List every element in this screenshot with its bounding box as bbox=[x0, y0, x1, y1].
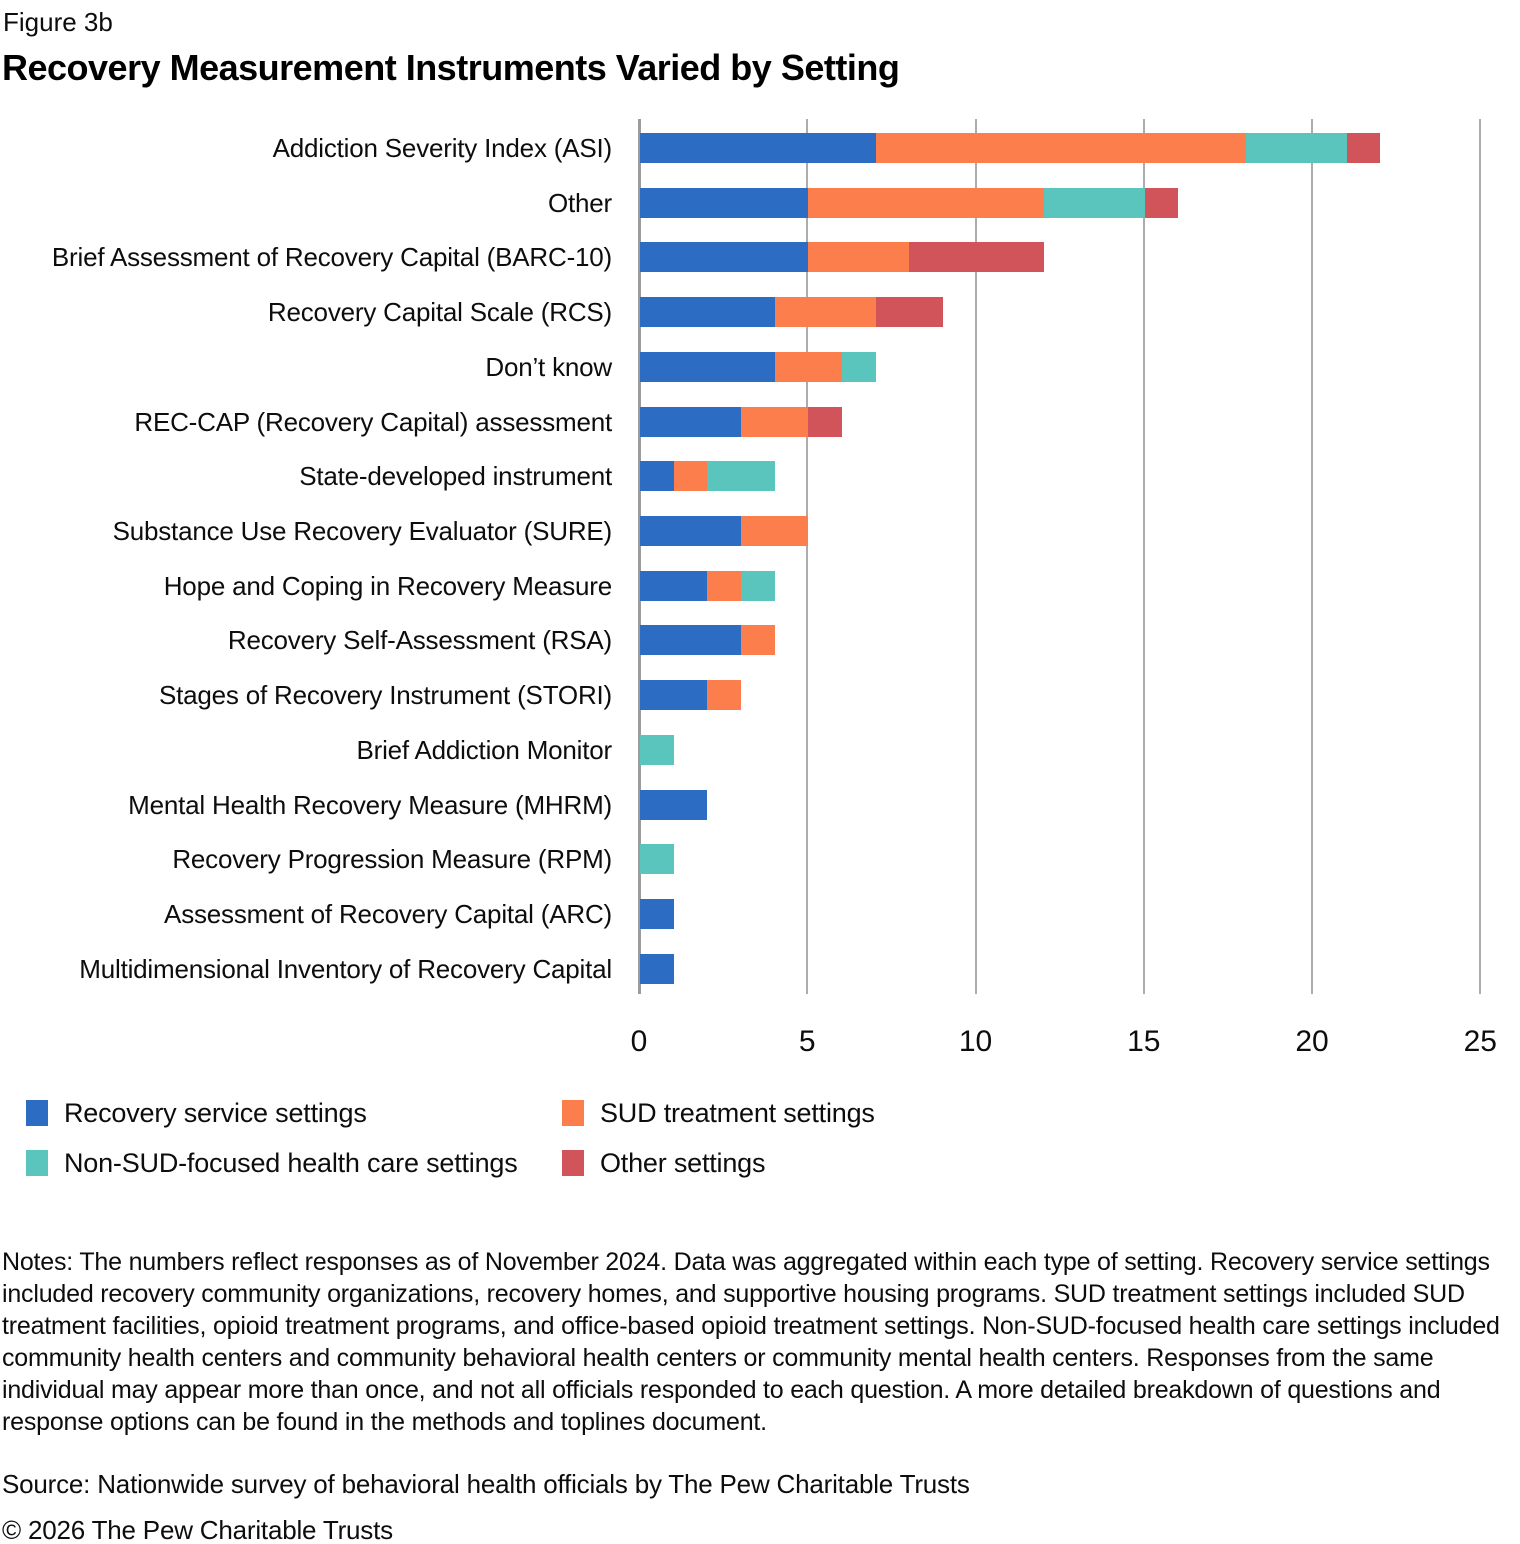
bar-segment bbox=[875, 297, 943, 327]
bar-segment bbox=[640, 790, 708, 820]
gridline bbox=[1142, 119, 1145, 994]
notes-text: Notes: The numbers reflect responses as … bbox=[2, 1248, 1500, 1436]
legend-label: SUD treatment settings bbox=[600, 1098, 875, 1128]
category-label: REC-CAP (Recovery Capital) assessment bbox=[134, 407, 612, 437]
legend-swatch-sud-treatment-settings bbox=[562, 1100, 584, 1126]
gridline bbox=[806, 119, 809, 994]
bar-segment bbox=[640, 625, 741, 655]
bar-segment bbox=[640, 571, 708, 601]
copyright-text: © 2026 The Pew Charitable Trusts bbox=[2, 1515, 393, 1544]
legend-label: Other settings bbox=[600, 1148, 766, 1178]
bar-segment bbox=[640, 899, 674, 929]
legend-label: Non-SUD-focused health care settings bbox=[64, 1148, 518, 1178]
bar-segment bbox=[740, 571, 775, 601]
category-label: Other bbox=[547, 188, 612, 218]
bar-segment bbox=[640, 735, 674, 765]
bar-segment bbox=[808, 188, 1044, 218]
bar-segment bbox=[640, 352, 775, 382]
category-label: Assessment of Recovery Capital (ARC) bbox=[164, 899, 612, 929]
x-tick-label: 25 bbox=[1463, 1025, 1497, 1058]
bar-segment bbox=[640, 516, 741, 546]
source-text: Source: Nationwide survey of behavioral … bbox=[2, 1469, 970, 1499]
bar-segment bbox=[740, 625, 775, 655]
bar-segment bbox=[1245, 133, 1347, 163]
bar-segment bbox=[640, 954, 674, 984]
x-tick-label: 20 bbox=[1295, 1025, 1329, 1058]
bar-segment bbox=[640, 680, 708, 710]
bar-segment bbox=[875, 133, 1246, 163]
bar-segment bbox=[1043, 188, 1145, 218]
legend-swatch-other-settings bbox=[562, 1150, 584, 1176]
bar-segment bbox=[1346, 133, 1381, 163]
x-tick-label: 0 bbox=[630, 1025, 648, 1058]
gridline bbox=[1479, 119, 1482, 994]
bar-segment bbox=[808, 242, 910, 272]
x-tick-label: 15 bbox=[1127, 1025, 1161, 1058]
bar-chart: Addiction Severity Index (ASI) Other Brief… bbox=[51, 119, 1497, 1058]
category-label: Stages of Recovery Instrument (STORI) bbox=[158, 680, 612, 710]
bar-segment bbox=[740, 407, 809, 437]
category-label: Hope and Coping in Recovery Measure bbox=[163, 571, 612, 601]
bar-segment bbox=[707, 571, 741, 601]
category-label: Recovery Capital Scale (RCS) bbox=[267, 297, 612, 327]
category-label: Multidimensional Inventory of Recovery C… bbox=[79, 954, 612, 984]
legend-label: Recovery service settings bbox=[64, 1098, 367, 1128]
gridline bbox=[1311, 119, 1313, 994]
category-label: Mental Health Recovery Measure (MHRM) bbox=[128, 790, 612, 820]
y-axis-line bbox=[638, 119, 641, 994]
bar-segment bbox=[841, 352, 876, 382]
bar-segment bbox=[707, 680, 741, 710]
bar-segment bbox=[673, 461, 708, 491]
category-label: Addiction Severity Index (ASI) bbox=[272, 133, 613, 163]
category-label: Substance Use Recovery Evaluator (SURE) bbox=[112, 516, 613, 546]
bar-segment bbox=[909, 242, 1044, 272]
category-label: Don’t know bbox=[485, 352, 612, 382]
legend-swatch-recovery-service-settings bbox=[26, 1100, 48, 1126]
bar-segment bbox=[640, 407, 741, 437]
category-label: Recovery Self-Assessment (RSA) bbox=[227, 625, 612, 655]
bar-segment bbox=[707, 461, 775, 491]
bar-segment bbox=[740, 516, 809, 546]
bar-segment bbox=[1144, 188, 1179, 218]
bar-segment bbox=[640, 297, 775, 327]
legend-swatch-non-sud-health-care-settings bbox=[26, 1150, 48, 1176]
gridline bbox=[974, 119, 977, 994]
category-label: State-developed instrument bbox=[299, 461, 612, 491]
bar-segment bbox=[640, 844, 674, 874]
x-tick-label: 5 bbox=[798, 1025, 816, 1058]
bar-segment bbox=[774, 297, 876, 327]
bar-segment bbox=[640, 242, 809, 272]
bar-segment bbox=[640, 188, 809, 218]
bar-segment bbox=[774, 352, 842, 382]
page-title: Recovery Measurement Instruments Varied … bbox=[2, 47, 900, 88]
category-label: Recovery Progression Measure (RPM) bbox=[172, 844, 612, 874]
bar-segment bbox=[640, 133, 876, 163]
category-label: Brief Assessment of Recovery Capital (BA… bbox=[51, 242, 612, 272]
bar-segment bbox=[640, 461, 674, 491]
x-tick-label: 10 bbox=[958, 1025, 993, 1058]
category-label: Brief Addiction Monitor bbox=[356, 735, 612, 765]
figure-label: Figure 3b bbox=[3, 7, 113, 37]
bar-segment bbox=[808, 407, 842, 437]
